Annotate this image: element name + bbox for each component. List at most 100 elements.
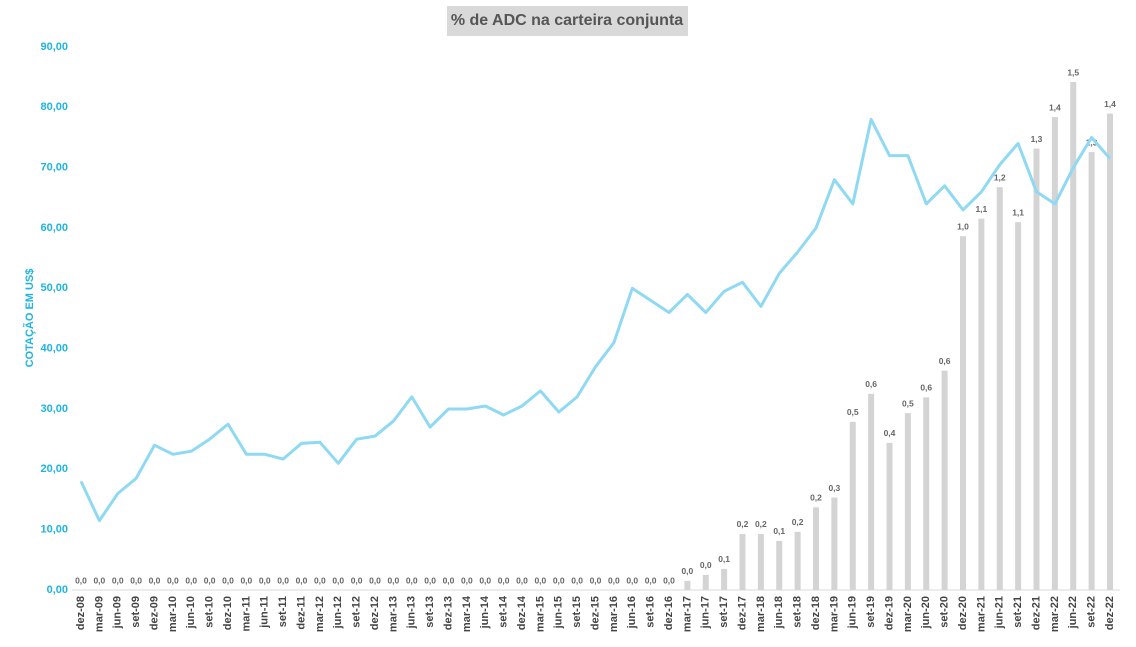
x-tick-label: jun-19 xyxy=(847,596,859,629)
bar-label: 0,3 xyxy=(828,483,840,493)
x-tick-label: mar-20 xyxy=(902,596,914,632)
bar-label: 0,6 xyxy=(939,356,951,366)
x-tick-label: mar-19 xyxy=(828,596,840,632)
chart-title: % de ADC na carteira conjunta xyxy=(451,12,683,29)
x-tick-label: set-13 xyxy=(424,596,436,628)
bar-label: 0,0 xyxy=(149,575,161,585)
x-tick-label: set-16 xyxy=(645,596,657,628)
x-tick-label: dez-21 xyxy=(1030,596,1042,630)
x-tick-label: mar-16 xyxy=(608,596,620,632)
bar-label: 0,0 xyxy=(75,575,87,585)
bar-label: 0,0 xyxy=(498,575,510,585)
x-tick-label: jun-14 xyxy=(479,595,491,629)
bar xyxy=(1015,222,1022,590)
y-tick-label: 0,00 xyxy=(47,584,68,596)
x-tick-label: mar-22 xyxy=(1049,596,1061,632)
x-tick-label: dez-15 xyxy=(589,596,601,630)
x-tick-label: mar-15 xyxy=(534,596,546,632)
y-tick-label: 60,00 xyxy=(40,222,68,234)
x-tick-label: jun-15 xyxy=(553,596,565,629)
x-tick-label: mar-12 xyxy=(314,596,326,632)
y-tick-label: 80,00 xyxy=(40,101,68,113)
bar-label: 0,0 xyxy=(461,575,473,585)
y-tick-label: 10,00 xyxy=(40,524,68,536)
bar-label: 0,0 xyxy=(240,575,252,585)
x-tick-label: dez-16 xyxy=(663,596,675,630)
bar xyxy=(794,531,801,590)
title-box xyxy=(447,6,688,36)
bar-label: 0,0 xyxy=(590,575,602,585)
x-tick-label: dez-22 xyxy=(1104,596,1116,630)
bar-label: 0,0 xyxy=(167,575,179,585)
bar-label: 0,0 xyxy=(387,575,399,585)
y-tick-label: 50,00 xyxy=(40,282,68,294)
bar-label: 0,0 xyxy=(571,575,583,585)
bar-label: 0,6 xyxy=(920,383,932,393)
bar-label: 0,0 xyxy=(424,575,436,585)
x-tick-label: set-10 xyxy=(204,596,216,628)
x-tick-label: jun-18 xyxy=(773,596,785,629)
bar-label: 0,0 xyxy=(222,575,234,585)
bar-label: 1,3 xyxy=(1031,134,1043,144)
y-axis-label: COTAÇÃO EM US$ xyxy=(23,269,36,368)
bar-label: 0,0 xyxy=(443,575,455,585)
x-tick-label: set-21 xyxy=(1012,596,1024,628)
bar-label: 0,0 xyxy=(130,575,142,585)
bar-label: 1,5 xyxy=(1067,67,1079,77)
bar-label: 1,1 xyxy=(1012,207,1024,217)
x-tick-label: dez-20 xyxy=(957,596,969,630)
x-tick-label: jun-21 xyxy=(994,596,1006,629)
bar-label: 0,0 xyxy=(516,575,528,585)
x-tick-label: set-11 xyxy=(277,596,289,627)
x-tick-label: jun-12 xyxy=(332,596,344,629)
x-tick-label: jun-11 xyxy=(259,596,271,629)
x-tick-label: set-09 xyxy=(130,596,142,628)
bar-label: 0,1 xyxy=(773,526,785,536)
x-tick-label: mar-11 xyxy=(240,596,252,631)
x-tick-label: jun-16 xyxy=(626,596,638,629)
bar-label: 1,0 xyxy=(957,221,969,231)
bar-label: 0,0 xyxy=(645,575,657,585)
bar-label: 0,0 xyxy=(204,575,216,585)
x-tick-label: dez-09 xyxy=(148,596,160,630)
y-tick-label: 90,00 xyxy=(40,41,68,53)
bar-label: 0,0 xyxy=(681,566,693,576)
x-tick-label: jun-17 xyxy=(700,596,712,629)
bar xyxy=(978,218,985,590)
bar-label: 0,0 xyxy=(259,575,271,585)
bar-label: 0,0 xyxy=(369,575,381,585)
bar xyxy=(904,413,911,590)
bar-label: 1,2 xyxy=(994,172,1006,182)
bar xyxy=(702,574,709,590)
x-tick-label: dez-13 xyxy=(442,596,454,630)
x-tick-label: set-18 xyxy=(792,596,804,628)
x-tick-label: set-20 xyxy=(939,596,951,628)
bar-label: 0,4 xyxy=(884,428,896,438)
x-tick-label: set-12 xyxy=(351,596,363,628)
bar xyxy=(960,236,966,590)
x-tick-label: dez-18 xyxy=(810,596,822,630)
bar xyxy=(941,370,948,590)
x-tick-label: dez-14 xyxy=(516,595,528,630)
bar-label: 0,2 xyxy=(810,493,822,503)
bar-label: 0,0 xyxy=(406,575,418,585)
x-tick-label: set-22 xyxy=(1086,596,1098,628)
bar-label: 0,2 xyxy=(755,519,767,529)
bar-label: 1,4 xyxy=(1049,102,1061,112)
x-tick-label: set-17 xyxy=(718,596,730,628)
bar xyxy=(739,533,746,590)
y-tick-label: 40,00 xyxy=(40,343,68,355)
bar-label: 0,0 xyxy=(700,560,712,570)
x-tick-label: set-14 xyxy=(498,595,510,628)
bar-label: 0,0 xyxy=(296,575,308,585)
bar xyxy=(849,421,856,590)
x-tick-label: jun-10 xyxy=(185,596,197,629)
x-tick-label: mar-09 xyxy=(93,596,105,632)
bar xyxy=(996,187,1003,590)
bar-label: 0,6 xyxy=(865,379,877,389)
bar-label: 1,1 xyxy=(975,204,987,214)
x-tick-label: dez-11 xyxy=(295,596,307,630)
bar xyxy=(886,442,893,590)
bar-label: 1,4 xyxy=(1104,99,1116,109)
